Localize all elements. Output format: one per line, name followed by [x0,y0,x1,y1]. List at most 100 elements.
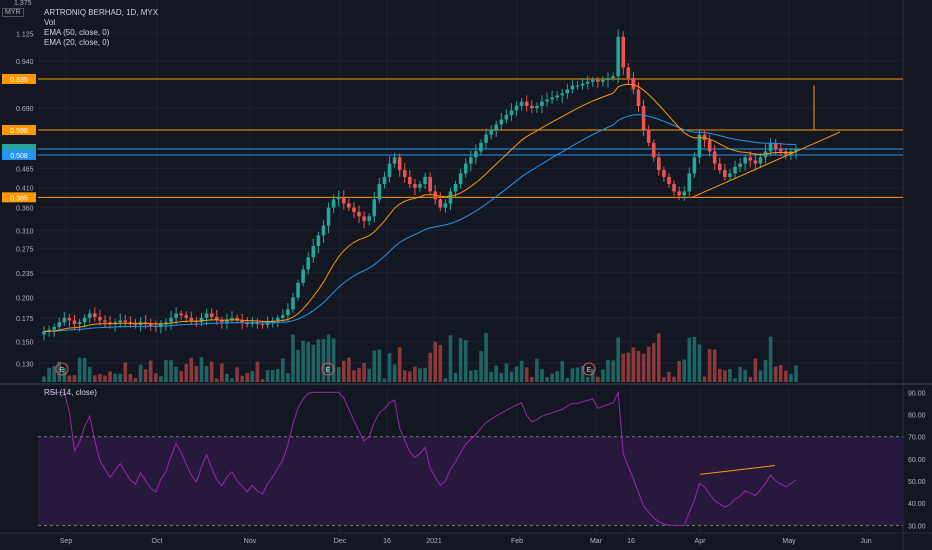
earnings-marker-text: E [326,367,331,374]
volume-bar [184,363,189,382]
volume-bar [778,365,783,382]
volume-bar [463,340,468,382]
candle-body [738,163,742,167]
candle-body [596,79,600,82]
rsi-legend[interactable]: RSI (14, close) [44,388,97,397]
volume-bar [494,365,499,382]
earnings-marker-circle [321,362,335,376]
volume-bar [575,367,580,382]
candle-body [692,157,697,174]
currency-label: MYR [2,8,24,17]
candle-body [133,324,138,326]
candle-body [575,85,580,87]
candle-body [408,176,412,185]
volume-bar [662,377,666,382]
volume-bar [717,369,722,382]
candle-body [448,191,453,204]
volume-bar [550,373,554,382]
volume-bar [235,367,239,382]
candle-body [778,148,783,152]
rsi-zone [38,436,903,526]
candle-body [286,309,290,316]
price-tick-label: 0.175 [16,316,34,323]
volume-bar [108,371,112,382]
volume-bar [377,349,382,382]
chart-title[interactable]: ARTRONIQ BERHAD, 1D, MYX [44,8,159,17]
volume-bar [265,370,270,382]
price-tick-label: 0.465 [16,166,34,173]
volume-bar [784,370,788,382]
volume-bar [773,366,778,382]
candle-body [418,184,422,188]
candle-body [377,184,382,200]
candle-body [275,317,280,321]
volume-bar [225,373,229,382]
candle-body [479,142,483,152]
volume-bar [484,332,488,382]
candle-body [707,140,712,152]
rsi-tick-label: 40.00 [908,501,926,508]
volume-bar [590,368,595,382]
volume-bar [540,369,544,382]
volume-bar [692,336,697,382]
volume-bar [657,333,661,382]
candle-body [697,134,702,158]
volume-bar [382,378,387,382]
earnings-marker-circle [55,362,69,376]
candle-body [667,176,671,185]
volume-bar [260,378,265,382]
candle-body [636,89,641,106]
volume-bar [768,336,773,382]
time-tick-label: 16 [383,538,391,545]
candle-body [723,170,727,177]
volume-bar [565,377,570,382]
volume-bar [499,372,504,382]
candle-body [311,245,316,258]
candle-body [82,317,87,323]
legend-ema50[interactable]: EMA (50, close, 0) [44,28,110,37]
candle-body [662,170,666,177]
rsi-band [38,436,903,526]
candle-body [103,320,107,323]
earnings-marker-text: E [60,367,65,374]
candle-body [341,197,346,204]
volume-bar [646,346,651,382]
candle-body [357,211,361,217]
candle-body [768,142,773,152]
volume-bar [469,370,473,382]
candle-body [235,317,239,321]
candle-body [687,173,692,192]
volume-bar [697,344,702,382]
candle-body [321,225,326,236]
volume-bar [702,376,707,382]
time-tick-label: May [782,538,796,545]
time-tick-label: Nov [244,538,257,545]
legend-vol[interactable]: Vol [44,18,56,27]
candle-body [42,331,46,335]
volume-bar [763,359,768,382]
price-tick-label: 0.410 [16,186,34,193]
volume-bar [77,357,82,382]
time-tick-label: 16 [627,538,635,545]
price-tick-label: 0.235 [16,271,34,278]
candle-body [555,95,559,98]
volume-bar [240,375,244,382]
price-label-box [2,149,36,160]
candle-body [560,93,565,96]
volume-bar [296,349,300,382]
volume-bar [402,370,407,382]
legend-ema20[interactable]: EMA (20, close, 0) [44,38,110,47]
candle-body [712,151,717,164]
volume-bar [585,376,590,382]
volume-bars [42,332,798,382]
volume-bar [133,377,138,382]
volume-bar [636,350,641,382]
price-label-box [2,125,36,136]
candle-body [77,322,82,325]
candle-body [123,320,128,323]
candle-body [387,163,392,177]
volume-bar [174,366,178,382]
rsi-path [49,390,797,526]
